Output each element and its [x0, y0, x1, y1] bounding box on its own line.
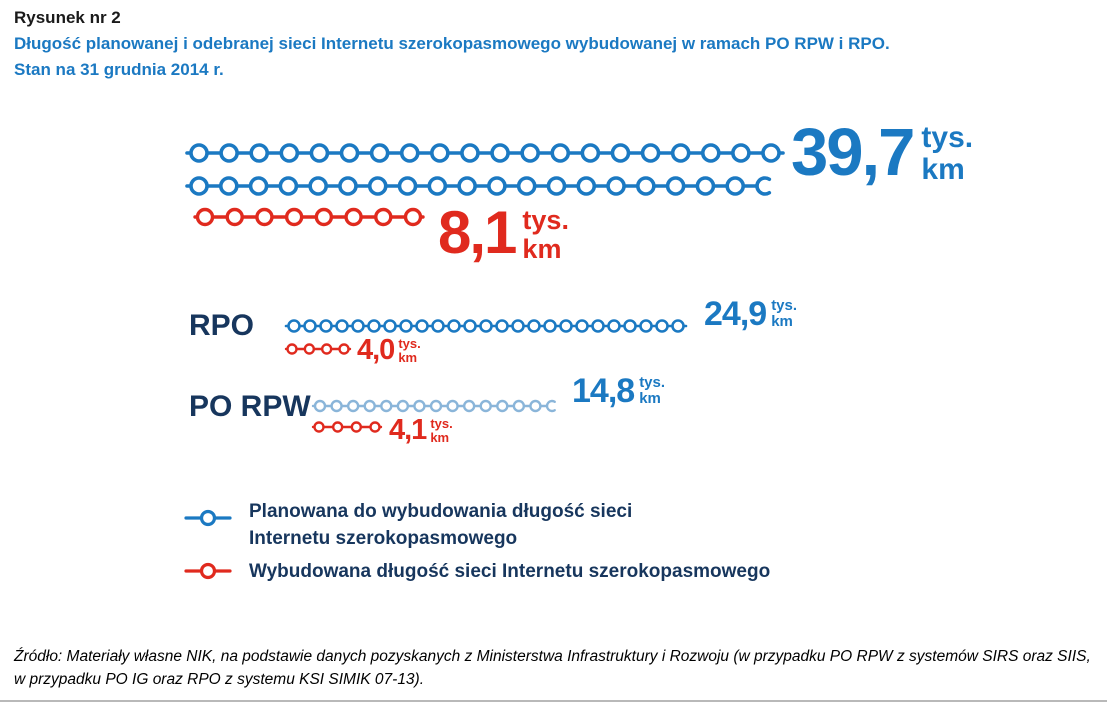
unit-km: km	[522, 233, 562, 264]
value-total-planned-units: tys. km	[921, 121, 974, 187]
figure-title: Długość planowanej i odebranej sieci Int…	[14, 34, 890, 53]
value-porpw-built: 4,1 tys. km	[389, 416, 453, 445]
value-rpo-planned-number: 24,9	[704, 295, 767, 333]
category-label-po-rpw: PO RPW	[189, 390, 311, 423]
value-porpw-planned-number: 14,8	[572, 372, 635, 410]
value-rpo-planned-units: tys. km	[771, 298, 797, 330]
unit-tys: tys.	[921, 121, 974, 154]
value-total-built-number: 8,1	[438, 199, 517, 266]
value-porpw-planned: 14,8 tys. km	[572, 374, 665, 408]
legend-item-built-line1: Wybudowana długość sieci Internetu szero…	[249, 561, 771, 582]
value-total-built: 8,1 tys. km	[438, 203, 569, 264]
value-porpw-built-number: 4,1	[389, 414, 427, 446]
value-total-planned-number: 39,7	[791, 115, 915, 190]
unit-km: km	[430, 429, 450, 445]
value-rpo-built: 4,0 tys. km	[357, 336, 421, 365]
unit-tys: tys.	[430, 416, 453, 431]
chain-porpw-built	[311, 421, 383, 433]
figure-subtitle: Stan na 31 grudnia 2014 r.	[14, 60, 224, 79]
value-porpw-built-units: tys. km	[430, 417, 452, 444]
chain-porpw-planned	[311, 399, 556, 413]
unit-km: km	[771, 312, 793, 330]
value-porpw-planned-units: tys. km	[639, 375, 665, 407]
bottom-divider	[0, 700, 1107, 702]
legend-built-chain-icon	[184, 562, 232, 580]
unit-tys: tys.	[639, 374, 666, 391]
value-rpo-built-units: tys. km	[398, 337, 420, 364]
unit-tys: tys.	[398, 336, 421, 351]
chain-total-built	[193, 207, 425, 227]
legend-planned-chain-icon	[184, 509, 232, 527]
category-label-rpo: RPO	[189, 309, 255, 342]
legend-item-planned: Planowana do wybudowania długość sieci I…	[249, 498, 632, 552]
chain-rpo-built	[284, 343, 352, 355]
unit-km: km	[398, 349, 418, 365]
legend-item-built: Wybudowana długość sieci Internetu szero…	[249, 558, 770, 585]
chain-total-planned-row1	[185, 143, 785, 163]
unit-km: km	[639, 389, 661, 407]
value-total-planned: 39,7 tys. km	[791, 119, 973, 186]
chain-total-planned-row2	[185, 176, 772, 196]
figure-label: Rysunek nr 2	[14, 8, 121, 27]
source-note: Źródło: Materiały własne NIK, na podstaw…	[14, 648, 1091, 688]
value-rpo-planned: 24,9 tys. km	[704, 297, 797, 331]
value-total-built-units: tys. km	[522, 206, 569, 264]
unit-km: km	[921, 153, 965, 187]
value-rpo-built-number: 4,0	[357, 334, 395, 366]
unit-tys: tys.	[522, 205, 569, 235]
chain-rpo-planned	[284, 319, 688, 333]
unit-tys: tys.	[771, 297, 798, 314]
legend-item-planned-line1: Planowana do wybudowania długość sieci	[249, 501, 633, 522]
legend-item-planned-line2: Internetu szerokopasmowego	[249, 528, 518, 549]
